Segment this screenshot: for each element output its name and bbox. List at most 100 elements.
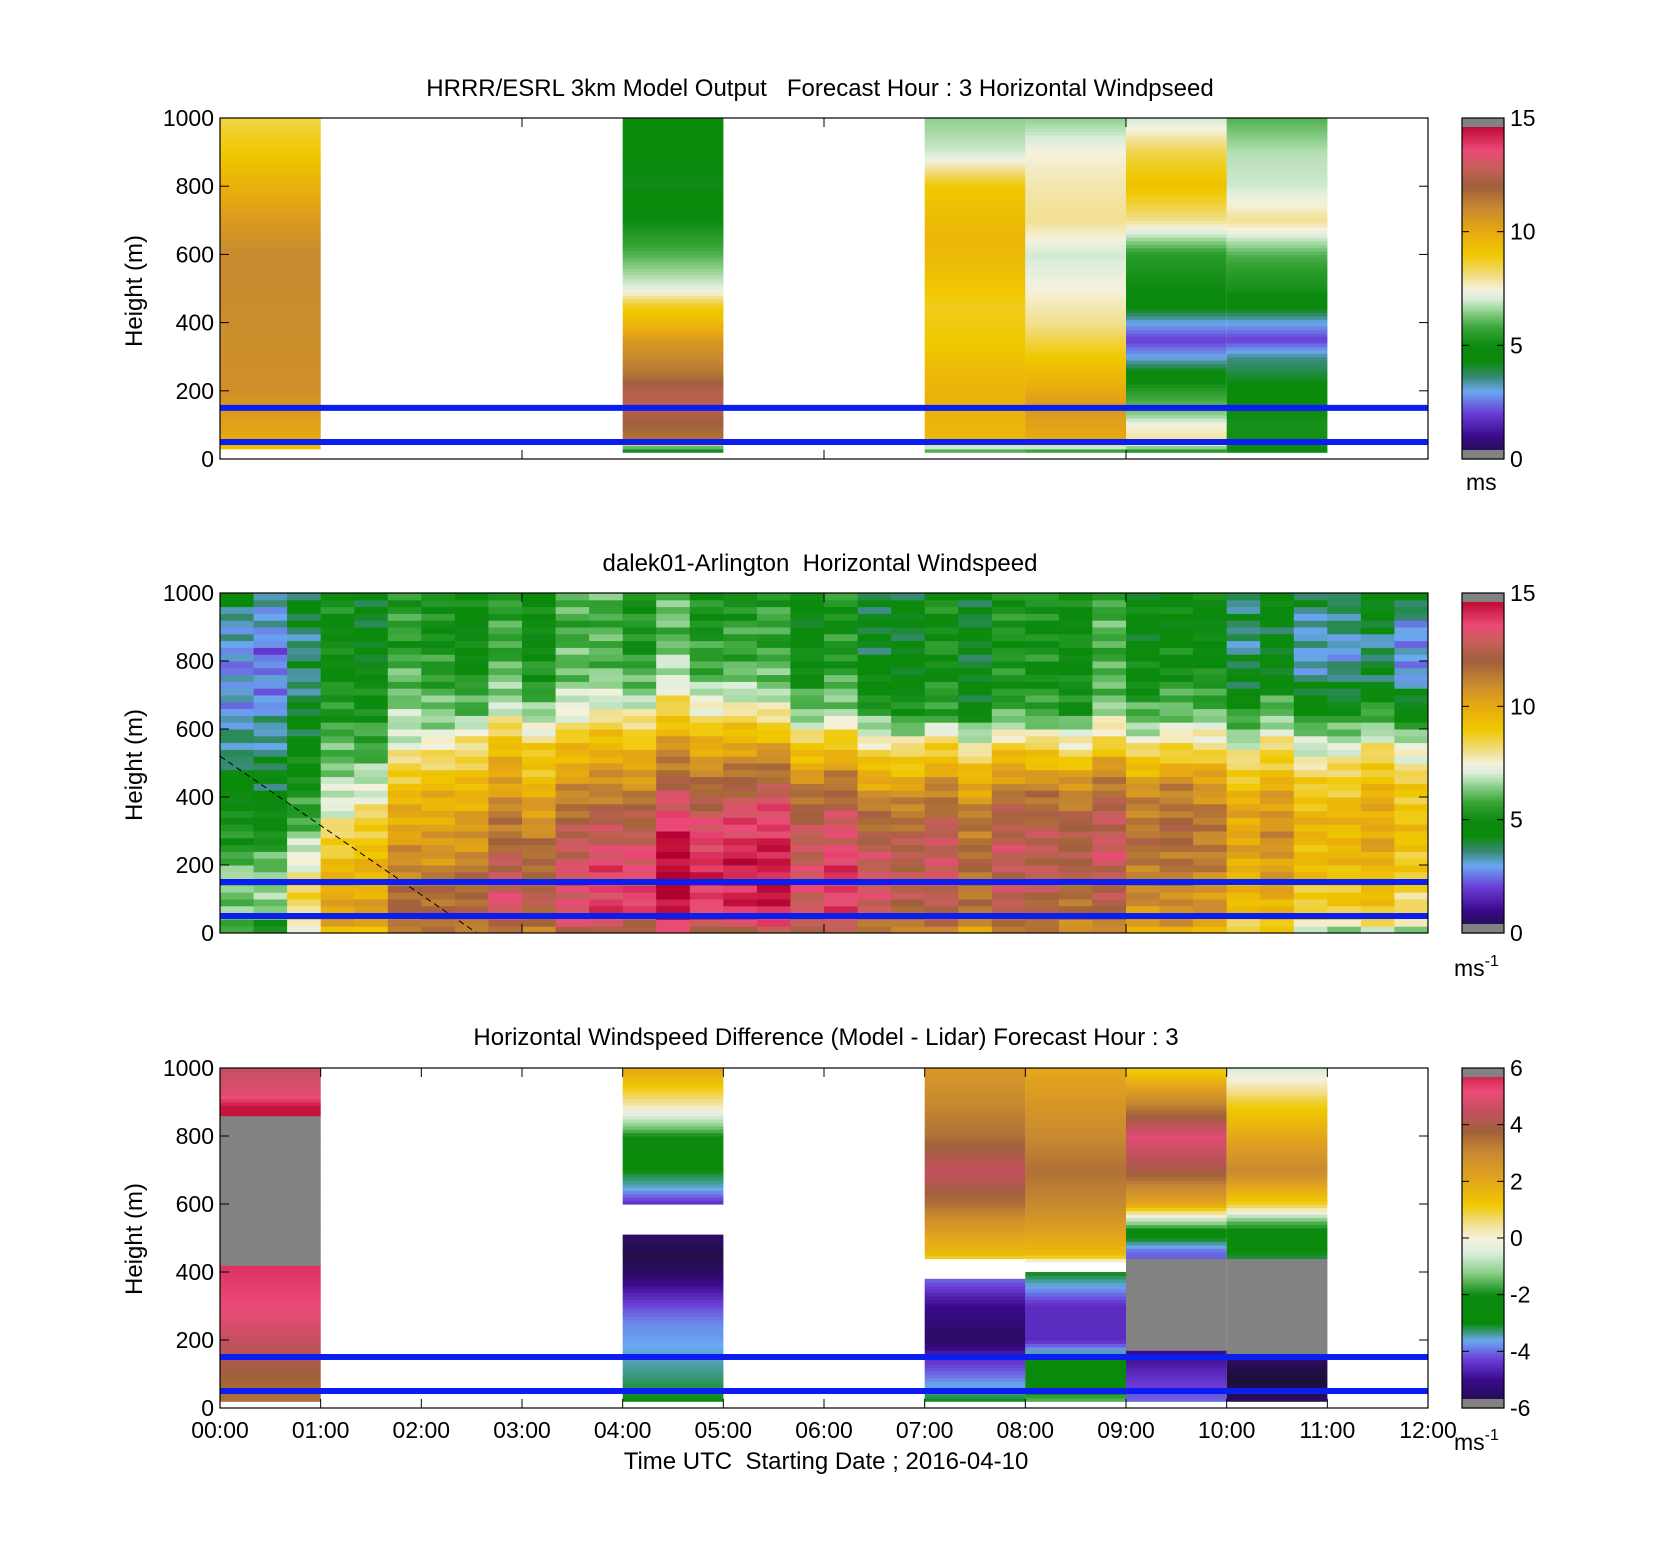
heatmap-cell [488, 790, 523, 798]
heatmap-cell [1226, 1139, 1328, 1144]
heatmap-cell [1092, 899, 1127, 907]
heatmap-cell [924, 309, 1026, 313]
heatmap-cell [1193, 824, 1228, 832]
colorbar-segment [1462, 363, 1504, 367]
heatmap-cell [824, 885, 859, 893]
heatmap-cell [924, 268, 1026, 272]
heatmap-cell [1025, 1115, 1126, 1120]
heatmap-cell [1025, 892, 1060, 900]
heatmap-cell [924, 647, 959, 655]
heatmap-cell [622, 1119, 724, 1123]
heatmap-cell [1159, 837, 1194, 846]
heatmap-cell [1360, 817, 1395, 825]
heatmap-cell [354, 749, 389, 757]
heatmap-cell [1025, 1278, 1126, 1283]
heatmap-cell [622, 667, 657, 676]
heatmap-cell [689, 837, 724, 846]
heatmap-cell [1159, 633, 1194, 642]
heatmap-cell [1226, 1367, 1328, 1372]
heatmap-cell [689, 606, 724, 614]
colorbar-segment [1462, 320, 1504, 324]
heatmap-cell [253, 749, 288, 757]
heatmap-cell [1126, 1363, 1227, 1368]
heatmap-cell [589, 885, 624, 893]
heatmap-cell [555, 627, 590, 635]
colorbar-segment [1462, 806, 1504, 809]
heatmap-cell [1126, 223, 1227, 228]
colorbar-cap [1462, 1399, 1504, 1408]
heatmap-cell [622, 1377, 724, 1382]
colorbar-segment [1462, 304, 1504, 308]
heatmap-cell [958, 763, 993, 771]
heatmap-cell [891, 871, 926, 880]
heatmap-cell [1025, 763, 1060, 771]
colorbar-segment [1462, 308, 1504, 312]
heatmap-cell [522, 742, 557, 750]
heatmap-cell [756, 871, 791, 880]
heatmap-cell [824, 824, 859, 832]
heatmap-cell [1092, 633, 1127, 642]
colorbar-segment [1462, 1247, 1504, 1250]
heatmap-cell [589, 769, 624, 778]
heatmap-cell [454, 817, 489, 825]
heatmap-cell [1025, 722, 1060, 730]
heatmap-cell [1226, 172, 1328, 177]
heatmap-cell [824, 735, 859, 744]
heatmap-cell [1327, 599, 1362, 608]
heatmap-cell [656, 613, 691, 621]
heatmap-cell [924, 797, 959, 805]
colorbar-segment [1462, 1306, 1504, 1309]
heatmap-cell [220, 128, 321, 133]
heatmap-cell [1226, 251, 1328, 255]
heatmap-cell [354, 817, 389, 825]
heatmap-cell [1025, 1295, 1126, 1300]
heatmap-cell [1025, 380, 1126, 385]
heatmap-cell [522, 797, 557, 805]
heatmap-cell [1226, 1102, 1328, 1106]
heatmap-cell [454, 681, 489, 689]
heatmap-cell [622, 1088, 724, 1093]
heatmap-cell [589, 742, 624, 750]
heatmap-cell [522, 865, 557, 873]
heatmap-cell [1025, 905, 1060, 914]
heatmap-cell [622, 722, 657, 730]
heatmap-cell [1126, 302, 1227, 307]
colorbar-segment [1462, 1385, 1504, 1389]
heatmap-cell [220, 647, 255, 655]
colorbar-segment [1462, 156, 1504, 160]
heatmap-cell [924, 339, 1026, 344]
heatmap-cell [991, 885, 1026, 893]
heatmap-cell [220, 756, 255, 764]
colorbar-segment [1462, 858, 1504, 862]
y-tick-label: 200 [176, 852, 214, 878]
heatmap-cell [824, 620, 859, 628]
heatmap-cell [622, 1234, 724, 1239]
heatmap-cell [790, 871, 825, 880]
colorbar-segment [1462, 322, 1504, 326]
heatmap-cell [1293, 681, 1328, 689]
heatmap-cell [1260, 749, 1295, 757]
heatmap-cell [622, 145, 724, 150]
heatmap-cell [1226, 387, 1328, 392]
colorbar-segment [1462, 1317, 1504, 1321]
heatmap-cell [924, 599, 959, 608]
heatmap-cell [454, 647, 489, 655]
heatmap-cell [891, 756, 926, 764]
colorbar-segment [1462, 406, 1504, 410]
heatmap-cell [723, 810, 758, 818]
heatmap-cell [1293, 871, 1328, 880]
heatmap-cell [387, 858, 422, 866]
colorbar-segment [1462, 206, 1504, 210]
heatmap-cell [1126, 1336, 1227, 1341]
colorbar-segment [1462, 717, 1504, 721]
heatmap-cell [924, 1255, 1026, 1259]
heatmap-cell [1293, 885, 1328, 893]
colorbar-segment [1462, 751, 1504, 755]
heatmap-cell [1126, 281, 1227, 286]
heatmap-cell [1226, 1180, 1328, 1185]
colorbar-segment [1462, 722, 1504, 726]
heatmap-cell [387, 640, 422, 648]
heatmap-cell [589, 695, 624, 703]
heatmap-cell [1025, 298, 1126, 303]
heatmap-cell [1126, 203, 1227, 208]
